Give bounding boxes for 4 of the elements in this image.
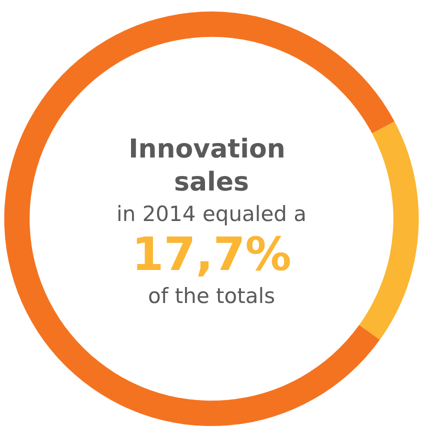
text: of the totals	[148, 284, 276, 308]
text: Innovation sales	[128, 134, 294, 198]
text: 17,7%	[132, 227, 292, 281]
text: in 2014 equaled a	[116, 202, 307, 226]
